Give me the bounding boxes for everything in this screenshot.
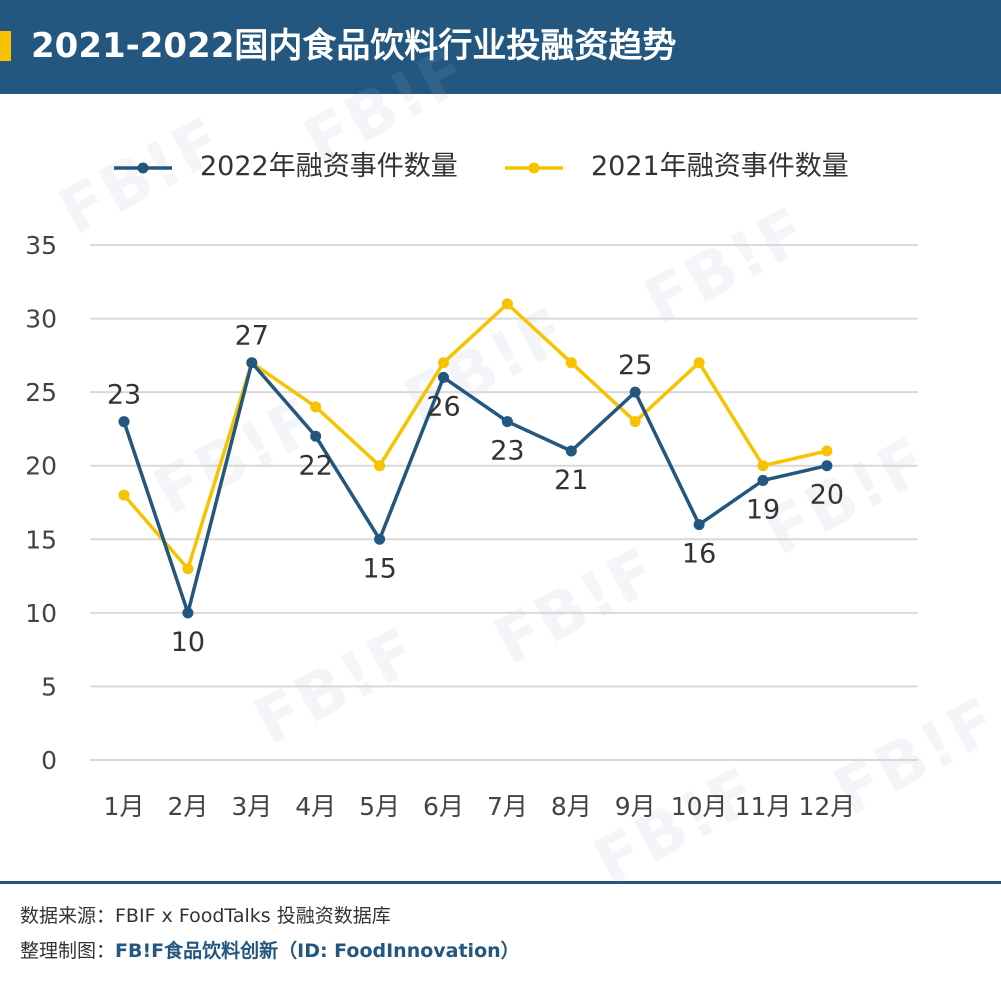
y-tick-label: 35 [25, 231, 57, 260]
data-point [374, 460, 386, 472]
x-tick-label: 12月 [798, 792, 855, 821]
chart-legend: 2022年融资事件数量 2021年融资事件数量 [0, 143, 1001, 193]
data-point [565, 357, 577, 369]
legend-label-2022: 2022年融资事件数量 [200, 151, 458, 182]
data-label: 22 [299, 450, 333, 481]
data-label: 27 [235, 321, 269, 352]
x-tick-label: 3月 [231, 792, 272, 821]
data-label: 21 [554, 465, 588, 496]
chart-title: 2021-2022国内食品饮料行业投融资趋势 [31, 26, 677, 66]
y-tick-label: 10 [25, 599, 57, 628]
y-tick-label: 15 [25, 525, 57, 554]
data-point [757, 474, 769, 486]
y-tick-label: 30 [25, 305, 57, 334]
data-point [118, 489, 130, 501]
x-tick-label: 1月 [104, 792, 145, 821]
data-point [821, 460, 833, 472]
x-tick-label: 4月 [295, 792, 336, 821]
brand-name: 食品饮料创新（ID: FoodInnovation） [164, 940, 520, 962]
data-point [118, 416, 130, 428]
x-tick-label: 2月 [167, 792, 208, 821]
y-tick-label: 25 [25, 378, 57, 407]
data-point [182, 607, 194, 619]
data-label: 23 [490, 436, 524, 467]
legend-label-2021: 2021年融资事件数量 [591, 151, 849, 182]
data-label: 23 [107, 380, 141, 411]
data-point [438, 357, 449, 369]
title-bar: 2021-2022国内食品饮料行业投融资趋势 [0, 0, 1001, 94]
data-point [182, 563, 194, 575]
data-point [501, 298, 513, 310]
x-tick-label: 10月 [671, 792, 728, 821]
data-point [310, 401, 322, 413]
series-line [122, 302, 828, 571]
x-tick-label: 7月 [487, 792, 528, 821]
data-point [821, 445, 833, 457]
x-tick-label: 5月 [359, 792, 400, 821]
data-label: 10 [171, 627, 205, 658]
data-label: 26 [426, 391, 460, 422]
x-tick-label: 11月 [735, 792, 792, 821]
credit-prefix: 整理制图： [20, 940, 116, 962]
title-accent-bar [0, 31, 11, 61]
data-label: 16 [682, 539, 716, 570]
data-point [246, 357, 258, 369]
footer-divider [0, 881, 1001, 884]
legend-swatch-2022 [114, 162, 172, 174]
data-point [629, 416, 641, 428]
data-point [693, 519, 705, 531]
data-point [374, 533, 386, 545]
data-point [629, 386, 641, 398]
data-label: 15 [362, 553, 396, 584]
data-point [693, 357, 705, 369]
data-point [565, 445, 577, 457]
y-tick-label: 0 [41, 746, 57, 775]
data-source: 数据来源：FBIF x FoodTalks 投融资数据库 [20, 905, 391, 927]
data-point [438, 371, 449, 383]
fbif-logo: FB!F [115, 940, 165, 962]
legend-swatch-2021 [505, 162, 563, 174]
data-label: 20 [810, 480, 844, 511]
data-label: 25 [618, 350, 652, 381]
data-point [757, 460, 769, 472]
data-label: 19 [746, 494, 780, 525]
x-tick-label: 9月 [615, 792, 656, 821]
series-line [122, 360, 828, 615]
line-chart: 0 5 10 15 20 25 30 35 1月 2月 3月 4月 5月 6月 7月 8月 9月 10月 11月 12… [25, 231, 918, 821]
y-tick-label: 20 [25, 452, 57, 481]
data-point [310, 430, 322, 442]
y-tick-label: 5 [41, 672, 57, 701]
data-point [501, 416, 513, 428]
x-tick-label: 8月 [551, 792, 592, 821]
chart-credit: 整理制图：FB!F食品饮料创新（ID: FoodInnovation） [20, 937, 520, 965]
x-tick-label: 6月 [423, 792, 464, 821]
